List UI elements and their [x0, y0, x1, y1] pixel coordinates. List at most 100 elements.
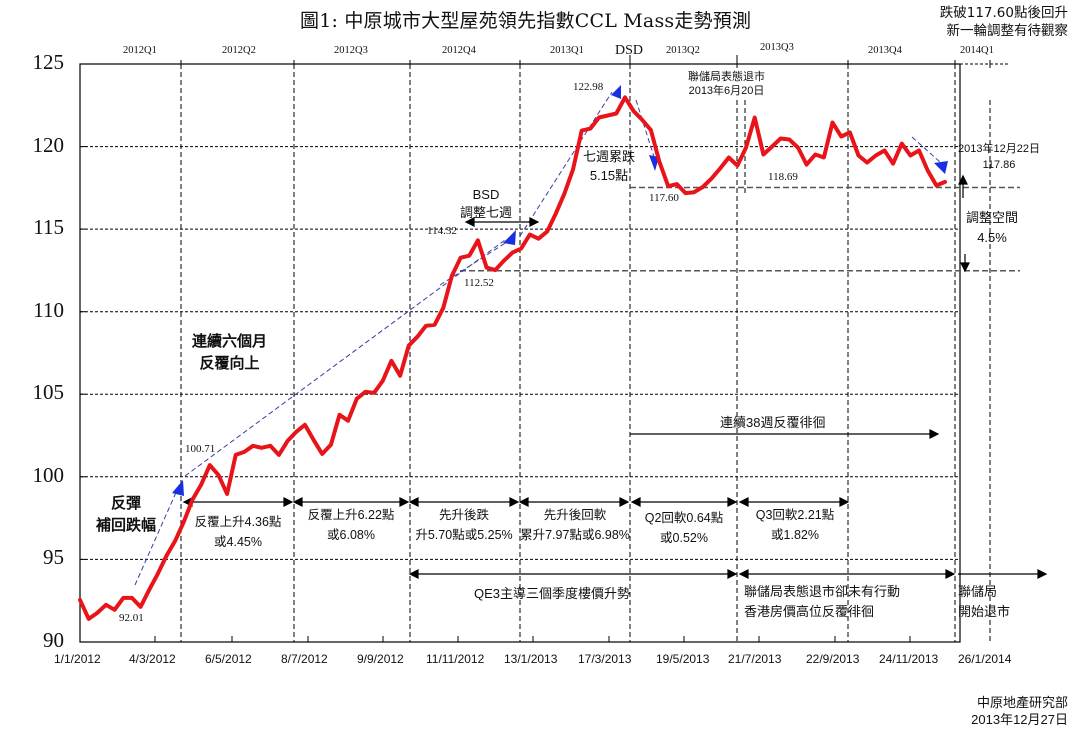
- x-tick-label: 11/11/2012: [426, 652, 485, 666]
- segment-line-1: 反覆上升6.22點: [307, 508, 395, 522]
- dsd-label: DSD: [615, 43, 644, 58]
- quarter-dividers: [180, 64, 991, 642]
- value-label: 112.52: [464, 277, 494, 289]
- value-label: 114.32: [427, 225, 457, 237]
- ccl-mass-line: [78, 95, 947, 621]
- x-tick-label: 22/9/2013: [806, 652, 860, 666]
- x-tick-label: 6/5/2012: [205, 652, 252, 666]
- segment-line-1: 先升後回軟: [543, 508, 607, 522]
- segment-note: Q3回軟2.21點 或1.82%: [742, 505, 848, 545]
- quarter-label: 2013Q1: [550, 45, 584, 56]
- arrowhead-icon: [503, 230, 516, 245]
- seven-week-drop-line-1: 七週累跌: [583, 149, 636, 164]
- x-tick-label: 9/9/2012: [357, 652, 404, 666]
- value-label: 117.60: [649, 192, 679, 204]
- seven-week-drop-line-2: 5.15點: [589, 168, 629, 183]
- adjust-room-note: 調整空間 4.5%: [966, 208, 1018, 248]
- quarter-label: 2014Q1: [960, 45, 994, 56]
- x-tick-label: 4/3/2012: [129, 652, 176, 666]
- y-axis-ticks: [80, 146, 86, 560]
- six-months-line-1: 連續六個月: [192, 332, 268, 350]
- segment-line-2: 升5.70點或5.25%: [415, 528, 513, 542]
- y-tick-label: 125: [32, 50, 65, 74]
- fed-no-action-note: 聯儲局表態退市卻未有行動 香港房價高位反覆徘徊: [744, 582, 900, 622]
- adjust-room-line-2: 4.5%: [977, 230, 1007, 245]
- bsd-line-2: 調整七週: [460, 205, 513, 220]
- x-tick-label: 26/1/2014: [958, 652, 1012, 666]
- x-tick-label: 17/3/2013: [578, 652, 632, 666]
- segment-note: 反覆上升4.36點 或4.45%: [188, 512, 288, 552]
- value-label: 118.69: [768, 171, 798, 183]
- segment-line-1: Q2回軟0.64點: [644, 511, 724, 525]
- rebound-line-2: 補回跌幅: [96, 516, 157, 534]
- quarter-label: 2012Q3: [334, 45, 368, 56]
- chart-title: 圖1: 中原城市大型屋苑領先指數CCL Mass走勢預測: [300, 10, 752, 32]
- y-tick-label: 110: [33, 298, 64, 322]
- y-tick-label: 100: [32, 463, 65, 487]
- note-line-2: 新一輪調整有待觀察: [946, 23, 1069, 39]
- fed-event-line-2: 2013年6月20日: [688, 85, 765, 97]
- value-label: 122.98: [573, 81, 604, 93]
- y-tick-label: 115: [33, 215, 64, 239]
- x-tick-label: 13/1/2013: [504, 652, 558, 666]
- value-label: 92.01: [119, 612, 144, 624]
- adjust-room-line-1: 調整空間: [966, 210, 1019, 225]
- fed-start-note: 聯儲局 開始退市: [958, 582, 1010, 622]
- rebound-note: 反彈 補回跌幅: [96, 492, 156, 536]
- bsd-line-1: BSD: [472, 187, 500, 202]
- top-right-note: 跌破117.60點後回升 新一輪調整有待觀察: [940, 4, 1068, 40]
- dec22-note: 2013年12月22日 117.86: [958, 141, 1040, 173]
- quarter-top-ticks: [180, 55, 991, 68]
- y-tick-label: 120: [32, 133, 65, 157]
- segment-line-2: 或4.45%: [214, 535, 262, 549]
- quarter-label: 2013Q2: [666, 45, 700, 56]
- segment-note: 先升後回軟 累升7.97點或6.98%: [518, 505, 632, 545]
- dec22-line-1: 2013年12月22日: [958, 143, 1040, 155]
- quarter-label: 2012Q4: [442, 45, 476, 56]
- quarter-label: 2013Q4: [868, 45, 902, 56]
- arrowhead-icon: [172, 480, 184, 496]
- seven-week-drop-note: 七週累跌 5.15點: [583, 147, 635, 185]
- trend-arrowheads: [172, 85, 948, 496]
- source-footer: 中原地產研究部 2013年12月27日: [971, 694, 1068, 728]
- segment-line-2: 或6.08%: [327, 528, 375, 542]
- segment-line-1: 反覆上升4.36點: [194, 515, 282, 529]
- quarter-label: 2012Q1: [123, 45, 157, 56]
- arrowhead-icon: [649, 155, 659, 171]
- x-tick-label: 1/1/2012: [54, 652, 101, 666]
- consolidation-38w-label: 連續38週反覆徘徊: [720, 415, 826, 430]
- x-tick-label: 21/7/2013: [728, 652, 782, 666]
- segment-line-1: 先升後跌: [438, 508, 489, 522]
- x-tick-label: 24/11/2013: [879, 652, 939, 666]
- fed-start-line-2: 開始退市: [958, 604, 1011, 619]
- segment-line-1: Q3回軟2.21點: [755, 508, 835, 522]
- quarter-label: 2013Q3: [760, 42, 794, 53]
- segment-note: 反覆上升6.22點 或6.08%: [298, 505, 404, 545]
- source-date: 2013年12月27日: [971, 712, 1068, 727]
- reference-lines: [460, 186, 1020, 272]
- x-axis-ticks: [154, 636, 911, 642]
- note-line-1: 跌破117.60點後回升: [939, 5, 1068, 21]
- y-tick-label: 95: [43, 545, 64, 569]
- y-tick-label: 105: [32, 380, 65, 404]
- x-tick-label: 19/5/2013: [656, 652, 710, 666]
- segment-note: Q2回軟0.64點 或0.52%: [632, 508, 736, 548]
- quarter-label: 2012Q2: [222, 45, 256, 56]
- segment-line-2: 或1.82%: [771, 528, 819, 542]
- x-tick-label: 8/7/2012: [281, 652, 328, 666]
- six-months-line-2: 反覆向上: [199, 354, 260, 372]
- fed-start-line-1: 聯儲局: [958, 584, 998, 599]
- fed-event-line-1: 聯儲局表態退市: [688, 71, 765, 83]
- arrowhead-icon: [934, 161, 948, 174]
- source-org: 中原地產研究部: [976, 695, 1068, 710]
- value-label: 100.71: [185, 443, 216, 455]
- arrowhead-icon: [611, 85, 621, 99]
- segment-note: 先升後跌 升5.70點或5.25%: [408, 505, 520, 545]
- y-tick-label: 90: [43, 628, 64, 652]
- dec22-line-2: 117.86: [982, 159, 1016, 171]
- period-arrows: [182, 174, 1048, 579]
- fed-no-action-line-2: 香港房價高位反覆徘徊: [744, 604, 875, 619]
- segment-line-2: 累升7.97點或6.98%: [520, 528, 630, 542]
- rebound-line-1: 反彈: [111, 494, 142, 512]
